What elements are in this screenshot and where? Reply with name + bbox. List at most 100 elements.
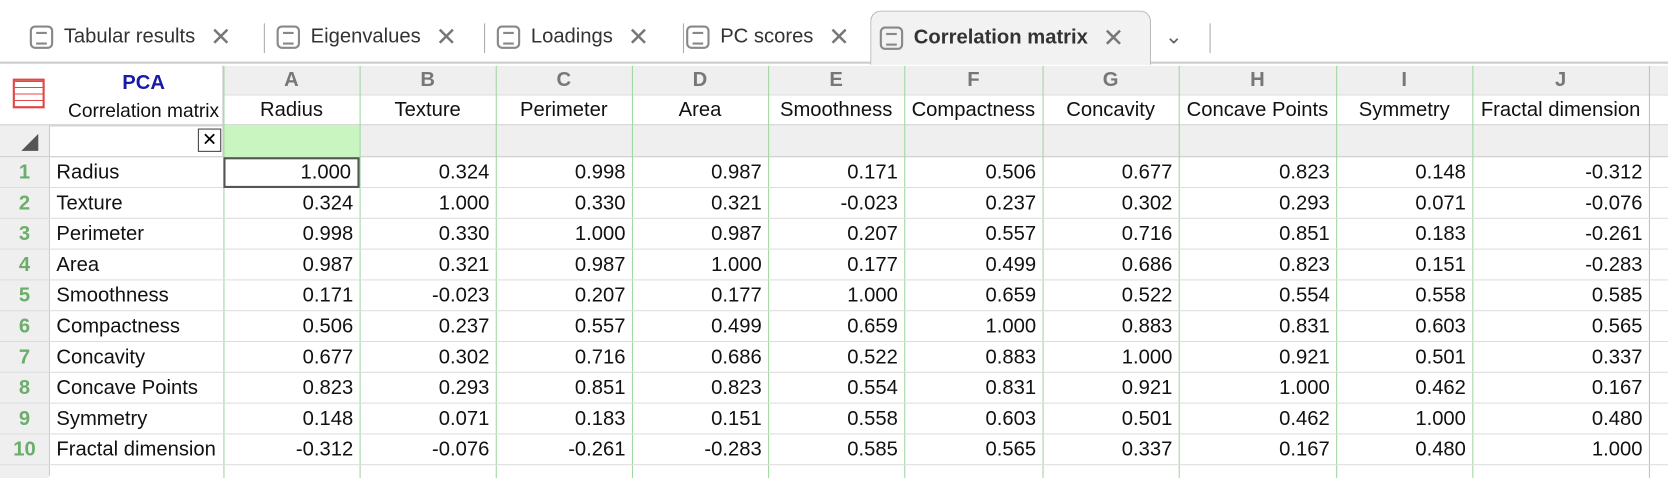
data-cell[interactable]: -0.312 [1585, 160, 1643, 184]
data-cell[interactable]: 0.883 [1121, 314, 1173, 338]
data-cell[interactable]: 0.293 [438, 376, 490, 399]
data-cell[interactable]: 1.000 [985, 314, 1037, 338]
data-cell[interactable]: 1.000 [223, 157, 360, 189]
tab-overflow-menu[interactable]: ⌄ [1164, 25, 1183, 49]
tab-label[interactable]: Eigenvalues [310, 25, 421, 48]
data-cell[interactable]: 1.000 [847, 284, 898, 307]
tab[interactable]: Tabular results ✕ [21, 11, 260, 64]
data-cell[interactable]: 0.506 [985, 160, 1037, 184]
data-cell[interactable]: 1.000 [574, 222, 626, 245]
data-cell[interactable]: 0.237 [438, 314, 490, 338]
data-cell[interactable]: 0.823 [1279, 160, 1330, 184]
data-cell[interactable]: -0.261 [1585, 222, 1643, 245]
data-cell[interactable]: 0.677 [1121, 160, 1173, 184]
tab-label[interactable]: Correlation matrix [913, 26, 1088, 49]
tab[interactable]: PC scores ✕ [678, 11, 869, 64]
data-cell[interactable]: 0.522 [1121, 284, 1173, 307]
data-cell[interactable]: 1.000 [1591, 438, 1643, 461]
data-cell[interactable]: 0.151 [1415, 253, 1466, 276]
data-cell[interactable]: 0.554 [847, 376, 898, 399]
tab-label[interactable]: Tabular results [63, 25, 196, 48]
tab-close[interactable]: ✕ [828, 22, 850, 52]
data-cell[interactable]: 0.987 [302, 253, 354, 276]
data-cell[interactable]: 0.183 [574, 407, 626, 430]
data-cell[interactable]: 0.987 [711, 160, 762, 184]
data-cell[interactable]: 0.207 [847, 222, 898, 245]
data-cell[interactable]: 0.831 [985, 376, 1037, 399]
data-cell[interactable]: 0.686 [1121, 253, 1173, 276]
data-cell[interactable]: 0.557 [574, 314, 626, 338]
data-cell[interactable]: 0.462 [1279, 407, 1330, 430]
data-cell[interactable]: 0.659 [847, 314, 898, 338]
data-cell[interactable]: 0.071 [1415, 191, 1466, 215]
data-cell[interactable]: 0.148 [1415, 160, 1466, 184]
data-cell[interactable]: 0.823 [711, 376, 762, 399]
data-cell[interactable]: 0.851 [1279, 222, 1330, 245]
data-cell[interactable]: 0.302 [1121, 191, 1173, 215]
tab-close[interactable]: ✕ [1102, 23, 1125, 53]
data-cell[interactable]: 0.565 [985, 438, 1037, 461]
tab-label[interactable]: Loadings [530, 25, 613, 48]
data-cell[interactable]: -0.283 [1585, 253, 1643, 276]
data-cell[interactable]: 0.677 [302, 345, 354, 369]
data-cell[interactable]: 0.330 [574, 191, 626, 215]
data-cell[interactable]: -0.076 [1585, 191, 1643, 215]
data-cell[interactable]: 1.000 [1121, 345, 1173, 369]
data-cell[interactable]: 0.171 [302, 284, 354, 307]
data-cell[interactable]: 0.480 [1591, 407, 1643, 430]
data-cell[interactable]: 0.823 [302, 376, 354, 399]
data-cell[interactable]: 1.000 [1279, 376, 1330, 399]
data-cell[interactable]: 0.716 [574, 345, 626, 369]
tab-label[interactable]: PC scores [720, 25, 814, 48]
data-cell[interactable]: 0.171 [847, 160, 898, 184]
data-cell[interactable]: 0.522 [847, 345, 898, 369]
data-cell[interactable]: 0.337 [1121, 438, 1173, 461]
data-cell[interactable]: 0.071 [438, 407, 490, 430]
data-cell[interactable]: 0.987 [574, 253, 626, 276]
data-cell[interactable]: 0.603 [1415, 314, 1466, 338]
data-cell[interactable]: 0.321 [711, 191, 762, 215]
data-cell[interactable]: 0.177 [847, 253, 898, 276]
data-cell[interactable]: -0.261 [568, 438, 626, 461]
data-cell[interactable]: 1.000 [1415, 407, 1466, 430]
tab[interactable]: Loadings ✕ [488, 11, 679, 64]
data-cell[interactable]: 0.883 [985, 345, 1037, 369]
data-cell[interactable]: 0.330 [438, 222, 490, 245]
data-cell[interactable]: 0.686 [711, 345, 762, 369]
data-cell[interactable]: 0.659 [985, 284, 1037, 307]
data-cell[interactable]: 0.558 [847, 407, 898, 430]
tab-close[interactable]: ✕ [435, 22, 458, 52]
data-cell[interactable]: 0.716 [1121, 222, 1173, 245]
data-cell[interactable]: 0.565 [1591, 314, 1643, 338]
data-cell[interactable]: 0.480 [1415, 438, 1466, 461]
data-cell[interactable]: 0.293 [1279, 191, 1330, 215]
data-cell[interactable]: 0.557 [985, 222, 1037, 245]
data-cell[interactable]: 0.501 [1415, 345, 1466, 369]
data-cell[interactable]: 1.000 [438, 191, 490, 215]
data-cell[interactable]: 0.585 [1591, 284, 1643, 307]
data-cell[interactable]: 0.499 [711, 314, 762, 338]
data-cell[interactable]: -0.312 [295, 438, 354, 461]
data-cell[interactable]: 0.998 [574, 160, 626, 184]
data-cell[interactable]: 0.151 [711, 407, 762, 430]
data-cell[interactable]: 0.302 [438, 345, 490, 369]
data-cell[interactable]: 0.987 [711, 222, 762, 245]
data-cell[interactable]: 0.851 [574, 376, 626, 399]
data-cell[interactable]: 0.558 [1415, 284, 1466, 307]
data-cell[interactable]: 0.499 [985, 253, 1037, 276]
tab-close[interactable]: ✕ [627, 22, 650, 52]
tab[interactable]: Eigenvalues ✕ [268, 11, 481, 64]
data-cell[interactable]: 0.831 [1279, 314, 1330, 338]
tab-close[interactable]: ✕ [210, 22, 232, 52]
data-cell[interactable]: 0.237 [985, 191, 1037, 215]
data-cell[interactable]: 0.177 [711, 284, 762, 307]
data-cell[interactable]: 0.321 [438, 253, 490, 276]
data-cell[interactable]: 0.585 [847, 438, 898, 461]
data-cell[interactable]: 0.324 [438, 160, 490, 184]
data-cell[interactable]: 0.207 [574, 284, 626, 307]
data-cell[interactable]: 0.167 [1279, 438, 1330, 461]
data-cell[interactable]: 0.167 [1591, 376, 1643, 399]
data-cell[interactable]: 0.324 [302, 191, 354, 215]
data-cell[interactable]: 0.148 [302, 407, 354, 430]
data-cell[interactable]: 0.183 [1415, 222, 1466, 245]
